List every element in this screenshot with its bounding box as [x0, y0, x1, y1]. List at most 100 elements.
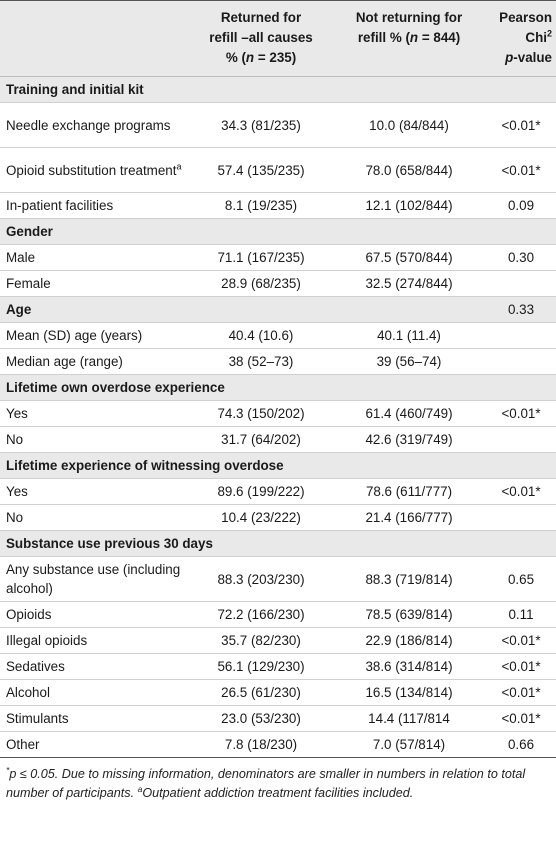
- row-label-cell: Mean (SD) age (years): [0, 322, 190, 349]
- pvalue: 0.65: [486, 556, 556, 602]
- table-header-row: Returned for refill –all causes % (n = 2…: [0, 0, 556, 77]
- row-label-cell: Needle exchange programs: [0, 102, 190, 148]
- table-row: Alcohol 26.5 (61/230) 16.5 (134/814) <0.01*: [0, 679, 556, 706]
- row-label: Needle exchange programs: [6, 117, 171, 133]
- row-label: Yes: [6, 484, 28, 499]
- returned-value: 89.6 (199/222): [190, 478, 332, 505]
- section-header-row: Substance use previous 30 days: [0, 530, 556, 557]
- section-pvalue: [486, 218, 556, 245]
- section-header-row: Gender: [0, 218, 556, 245]
- row-label-cell: Sedatives: [0, 653, 190, 680]
- row-label-cell: Other: [0, 731, 190, 758]
- row-label: Opioid substitution treatment: [6, 162, 177, 178]
- row-label-cell: Illegal opioids: [0, 627, 190, 654]
- not-returning-value: 88.3 (719/814): [332, 556, 486, 602]
- pvalue: [486, 270, 556, 297]
- table-row: Median age (range) 38 (52–73) 39 (56–74): [0, 348, 556, 375]
- row-label: Any substance use (including alcohol): [6, 562, 181, 596]
- row-label: Mean (SD) age (years): [6, 328, 143, 343]
- row-label: No: [6, 432, 24, 447]
- table-row: Other 7.8 (18/230) 7.0 (57/814) 0.66: [0, 731, 556, 758]
- pvalue: [486, 322, 556, 349]
- section-header-row: Age 0.33: [0, 296, 556, 323]
- row-label-cell: Stimulants: [0, 705, 190, 732]
- pvalue: <0.01*: [486, 679, 556, 706]
- row-label-cell: Male: [0, 244, 190, 271]
- pvalue: [486, 348, 556, 375]
- results-table: Returned for refill –all causes % (n = 2…: [0, 0, 556, 758]
- section-title: Lifetime own overdose experience: [0, 374, 486, 401]
- row-label: Male: [6, 250, 36, 265]
- returned-value: 23.0 (53/230): [190, 705, 332, 732]
- row-label-cell: Opioids: [0, 601, 190, 628]
- not-returning-value: 21.4 (166/777): [332, 504, 486, 531]
- table-body: Training and initial kit Needle exchange …: [0, 76, 556, 758]
- section-pvalue: [486, 452, 556, 479]
- row-label-cell: Opioid substitution treatmenta: [0, 147, 190, 193]
- section-header-row: Lifetime own overdose experience: [0, 374, 556, 401]
- row-label: Stimulants: [6, 711, 69, 726]
- table-row: Mean (SD) age (years) 40.4 (10.6) 40.1 (11…: [0, 322, 556, 349]
- returned-value: 31.7 (64/202): [190, 426, 332, 453]
- returned-value: 56.1 (129/230): [190, 653, 332, 680]
- table-row: Yes 74.3 (150/202) 61.4 (460/749) <0.01*: [0, 400, 556, 427]
- section-pvalue: 0.33: [486, 296, 556, 323]
- pvalue: <0.01*: [486, 705, 556, 732]
- returned-value: 38 (52–73): [190, 348, 332, 375]
- returned-value: 57.4 (135/235): [190, 147, 332, 193]
- row-label: Other: [6, 737, 40, 752]
- table-container: Returned for refill –all causes % (n = 2…: [0, 0, 556, 800]
- returned-value: 71.1 (167/235): [190, 244, 332, 271]
- row-label-cell: Yes: [0, 400, 190, 427]
- section-title: Substance use previous 30 days: [0, 530, 486, 557]
- row-label: Illegal opioids: [6, 633, 88, 648]
- pvalue: [486, 504, 556, 531]
- not-returning-value: 61.4 (460/749): [332, 400, 486, 427]
- not-returning-value: 38.6 (314/814): [332, 653, 486, 680]
- row-label: Median age (range): [6, 354, 123, 369]
- table-row: Yes 89.6 (199/222) 78.6 (611/777) <0.01*: [0, 478, 556, 505]
- not-returning-value: 7.0 (57/814): [332, 731, 486, 758]
- not-returning-value: 78.6 (611/777): [332, 478, 486, 505]
- row-label-cell: Female: [0, 270, 190, 297]
- table-row: Opioids 72.2 (166/230) 78.5 (639/814) 0.11: [0, 601, 556, 628]
- section-title: Gender: [0, 218, 486, 245]
- pvalue: 0.09: [486, 192, 556, 219]
- not-returning-value: 67.5 (570/844): [332, 244, 486, 271]
- not-returning-value: 42.6 (319/749): [332, 426, 486, 453]
- not-returning-value: 32.5 (274/844): [332, 270, 486, 297]
- row-label: Female: [6, 276, 51, 291]
- not-returning-value: 14.4 (117/814: [332, 705, 486, 732]
- row-label: Alcohol: [6, 685, 50, 700]
- returned-value: 7.8 (18/230): [190, 731, 332, 758]
- pvalue: <0.01*: [486, 147, 556, 193]
- returned-value: 72.2 (166/230): [190, 601, 332, 628]
- returned-value: 40.4 (10.6): [190, 322, 332, 349]
- returned-value: 8.1 (19/235): [190, 192, 332, 219]
- returned-value: 74.3 (150/202): [190, 400, 332, 427]
- section-pvalue: [486, 374, 556, 401]
- returned-value: 28.9 (68/235): [190, 270, 332, 297]
- not-returning-value: 12.1 (102/844): [332, 192, 486, 219]
- table-row: Male 71.1 (167/235) 67.5 (570/844) 0.30: [0, 244, 556, 271]
- returned-value: 34.3 (81/235): [190, 102, 332, 148]
- section-title: Training and initial kit: [0, 76, 486, 103]
- table-row: No 10.4 (23/222) 21.4 (166/777): [0, 504, 556, 531]
- pvalue: <0.01*: [486, 400, 556, 427]
- pvalue: <0.01*: [486, 653, 556, 680]
- header-blank: [0, 0, 190, 77]
- header-not-returning: Not returning for refill % (n = 844): [332, 0, 486, 77]
- pvalue: 0.66: [486, 731, 556, 758]
- row-label-cell: Any substance use (including alcohol): [0, 556, 190, 602]
- header-returned: Returned for refill –all causes % (n = 2…: [190, 0, 332, 77]
- table-footnote: *p ≤ 0.05. Due to missing information, d…: [6, 764, 526, 800]
- row-label: In-patient facilities: [6, 198, 114, 213]
- table-row: Sedatives 56.1 (129/230) 38.6 (314/814) <0.…: [0, 653, 556, 680]
- not-returning-value: 40.1 (11.4): [332, 322, 486, 349]
- section-header-row: Training and initial kit: [0, 76, 556, 103]
- table-row: In-patient facilities 8.1 (19/235) 12.1 (1…: [0, 192, 556, 219]
- table-row: No 31.7 (64/202) 42.6 (319/749): [0, 426, 556, 453]
- not-returning-value: 78.5 (639/814): [332, 601, 486, 628]
- pvalue: <0.01*: [486, 478, 556, 505]
- row-label-cell: Yes: [0, 478, 190, 505]
